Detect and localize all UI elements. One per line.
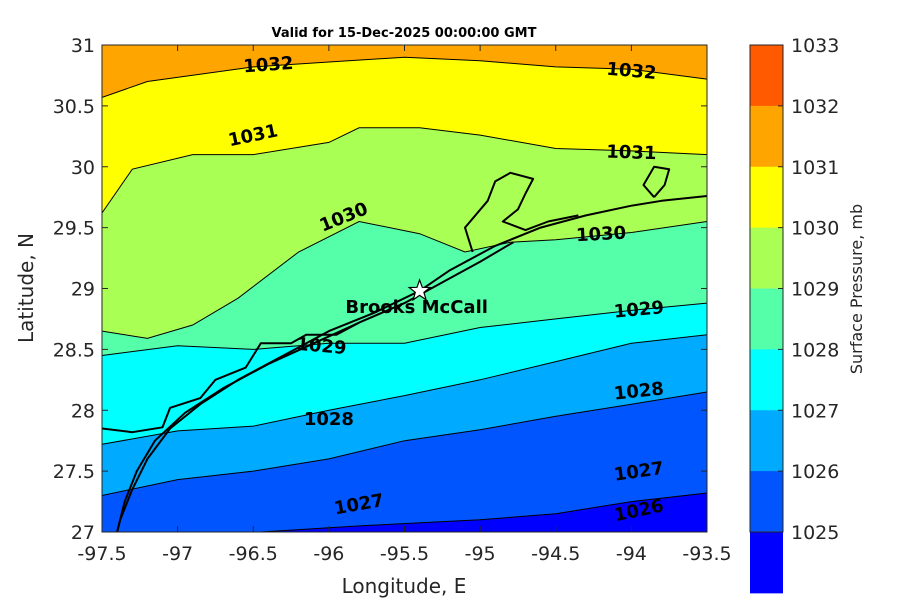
- contour-line-1032: [102, 56, 707, 98]
- pressure-band-below-1027: [102, 392, 707, 532]
- colorbar-tick-label: 1031: [791, 157, 839, 179]
- colorbar-segment: [750, 166, 783, 229]
- colorbar-tick-label: 1030: [791, 218, 839, 240]
- y-tick-label: 31: [71, 35, 95, 57]
- colorbar-tick-label: 1032: [791, 96, 839, 118]
- contour-label: 1028: [613, 378, 665, 404]
- coastline: [102, 165, 707, 532]
- colorbar-segment: [750, 288, 783, 350]
- colorbar-segment: [750, 349, 783, 411]
- colorbar-segment: [750, 227, 783, 289]
- coastline-segment: [102, 321, 360, 434]
- x-tick-label: -93.5: [682, 543, 731, 565]
- colorbar-segment: [750, 532, 783, 594]
- colorbar-tick-label: 1026: [791, 461, 839, 483]
- contour-label: 1029: [295, 334, 347, 359]
- y-tick-label: 28: [71, 400, 95, 422]
- x-tick-label: -95: [465, 543, 496, 565]
- contour-line-1031: [102, 127, 707, 214]
- colorbar-segment: [750, 471, 783, 533]
- x-tick-label: -95.5: [380, 543, 429, 565]
- map-title: Valid for 15-Dec-2025 00:00:00 GMT: [272, 26, 537, 41]
- contour-label: 1032: [243, 53, 294, 77]
- pressure-band-below-1026: [260, 493, 707, 532]
- x-tick-label: -97.5: [77, 543, 126, 565]
- x-tick-label: -97: [162, 543, 193, 565]
- colorbar-segment: [750, 45, 783, 107]
- contour-line-1028: [102, 334, 707, 445]
- y-tick-label: 28.5: [53, 339, 95, 361]
- station-label: Brooks McCall: [345, 297, 488, 318]
- x-axis-label: Longitude, E: [342, 574, 467, 598]
- coastline-segment: [116, 195, 707, 532]
- pressure-fill-bands: [102, 45, 707, 532]
- pressure-contour-lines: [102, 56, 707, 532]
- colorbar-tick-label: 1025: [791, 522, 839, 544]
- contour-label: 1031: [606, 141, 657, 164]
- colorbar-tick-label: 1029: [791, 279, 839, 301]
- x-tick-label: -96: [313, 543, 344, 565]
- y-tick-label: 30.5: [53, 96, 95, 118]
- contour-line-1027: [102, 391, 707, 496]
- contour-line-1030: [102, 220, 707, 339]
- coastline-segment: [464, 171, 579, 253]
- colorbar-label: Surface Pressure, mb: [847, 204, 866, 374]
- y-axis-label: Latitude, N: [14, 233, 38, 343]
- pressure-band-1032-above: [102, 45, 707, 98]
- contour-label: 1032: [606, 59, 658, 84]
- y-tick-label: 27: [71, 522, 95, 544]
- coastline-segment: [642, 165, 671, 198]
- y-tick-label: 30: [71, 157, 95, 179]
- colorbar-segment: [750, 105, 783, 168]
- colorbar-tick-label: 1027: [791, 400, 839, 422]
- y-tick-label: 29: [71, 279, 95, 301]
- x-tick-label: -94.5: [531, 543, 580, 565]
- y-tick-label: 27.5: [53, 461, 95, 483]
- contour-label: 1030: [576, 223, 627, 247]
- contour-label: 1029: [613, 297, 665, 322]
- y-axis-ticks: 31 30.5 30 29.5 29 28.5 28 27.5 27: [53, 35, 707, 544]
- colorbar-segment: [750, 410, 783, 472]
- x-tick-label: -94: [616, 543, 647, 565]
- contour-label: 1028: [304, 409, 354, 430]
- contour-line-1026: [260, 492, 707, 532]
- station-marker: Brooks McCall: [345, 278, 488, 318]
- colorbar-tick-label: 1033: [791, 35, 839, 57]
- x-axis-ticks: -97.5 -97 -96.5 -96 -95.5 -95 -94.5 -94 -93.5: [77, 45, 732, 565]
- coastline-segment: [116, 241, 514, 532]
- contour-line-1029: [102, 302, 707, 356]
- colorbar-tick-label: 1028: [791, 339, 839, 361]
- colorbar: 1033 1032 1031 1030 1029 1028 1027 1026 1025: [749, 35, 839, 594]
- y-tick-label: 29.5: [53, 218, 95, 240]
- station-star-icon: [407, 278, 432, 302]
- x-tick-label: -96.5: [229, 543, 278, 565]
